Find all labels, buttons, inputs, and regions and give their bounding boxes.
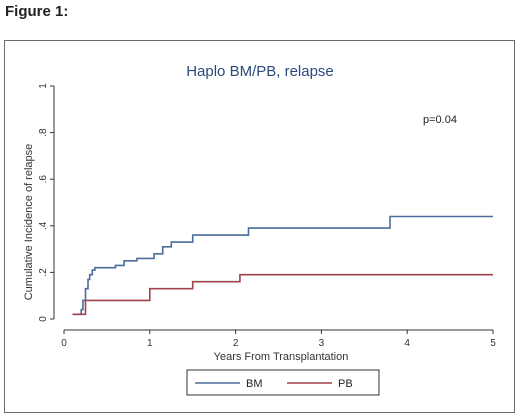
x-tick-label: 4 [404,338,410,349]
x-tick-label: 1 [147,338,153,349]
figure-label: Figure 1: [5,3,69,20]
x-tick-label: 2 [233,338,239,349]
x-tick-label: 5 [490,338,496,349]
y-tick-label: .4 [38,221,49,230]
legend-label-bm: BM [246,378,263,390]
legend-label-pb: PB [338,378,353,390]
y-tick-label: .2 [38,268,49,277]
axes: 0 .2 .4 .6 .8 1 0 1 2 3 4 5 [38,83,496,349]
y-axis-label: Cumulative Incidence of relapse [23,144,35,301]
y-tick-label: .8 [38,128,49,137]
series-line-bm [72,215,493,316]
legend: BM PB [186,369,380,396]
x-axis-label: Years From Transplantation [214,351,349,363]
x-tick-label: 0 [61,338,67,349]
chart-svg: Haplo BM/PB, relapse p=0.04 Cumulative I… [23,63,496,396]
y-tick-label: .6 [38,175,49,184]
y-tick-label: 1 [38,83,49,89]
series-line-pb [72,273,493,316]
series-group [72,215,493,316]
x-tick-label: 3 [319,338,325,349]
p-value-annotation: p=0.04 [423,114,457,126]
y-tick-label: 0 [38,316,49,322]
chart-title: Haplo BM/PB, relapse [186,63,334,80]
chart-frame: Haplo BM/PB, relapse p=0.04 Cumulative I… [4,40,515,413]
